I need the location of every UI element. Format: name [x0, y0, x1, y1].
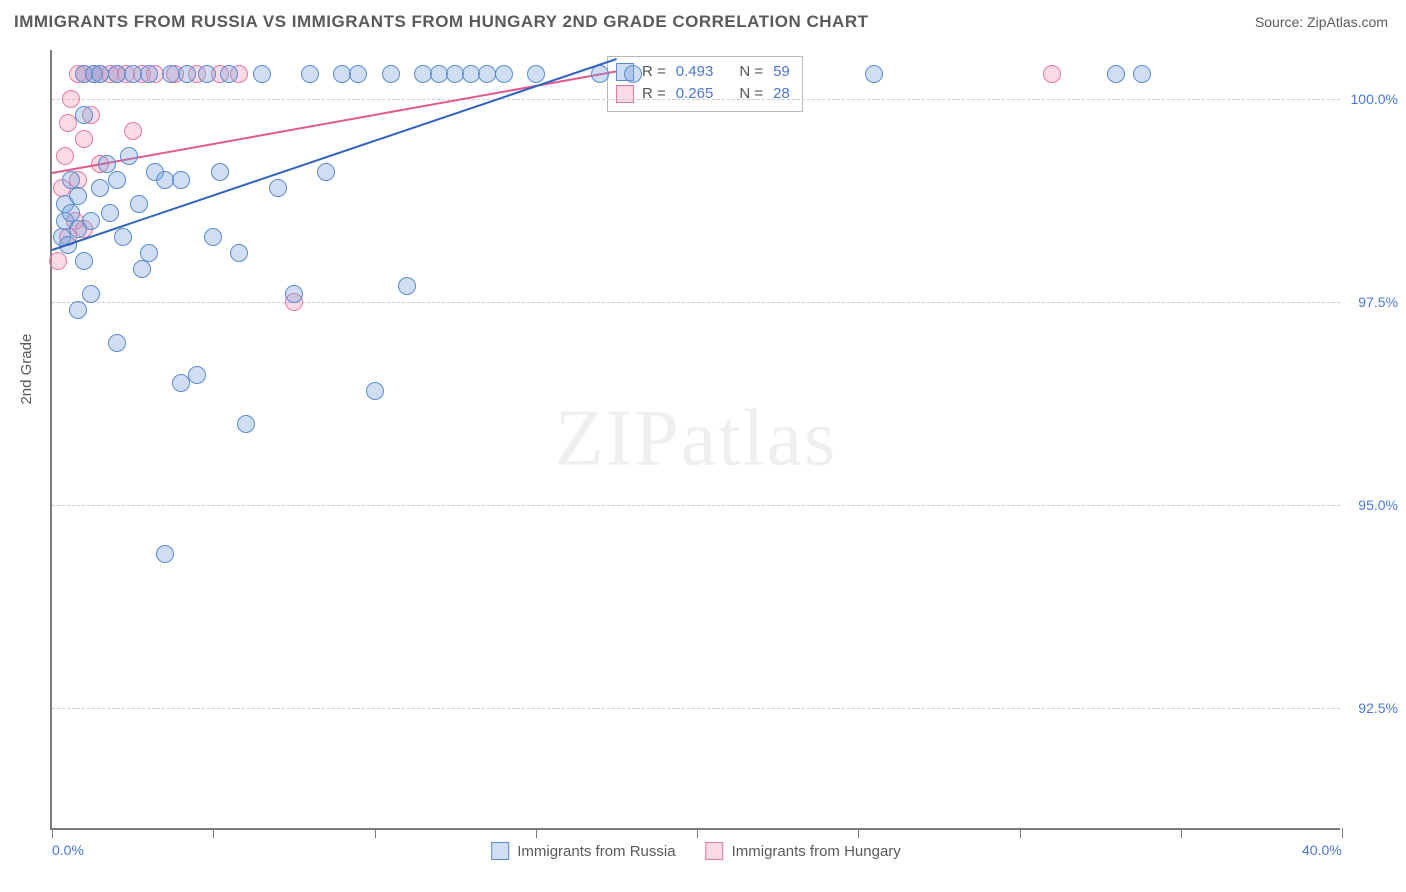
- data-point: [140, 244, 158, 262]
- data-point: [56, 147, 74, 165]
- y-tick-label: 97.5%: [1358, 294, 1398, 310]
- x-axis-label: 40.0%: [1302, 842, 1342, 858]
- data-point: [75, 106, 93, 124]
- data-point: [230, 244, 248, 262]
- watermark: ZIPatlas: [555, 394, 838, 485]
- swatch-hungary-icon: [706, 842, 724, 860]
- data-point: [495, 65, 513, 83]
- data-point: [172, 171, 190, 189]
- data-point: [1043, 65, 1061, 83]
- data-point: [82, 212, 100, 230]
- data-point: [1107, 65, 1125, 83]
- gridline: [52, 708, 1340, 709]
- data-point: [156, 545, 174, 563]
- gridline: [52, 302, 1340, 303]
- data-point: [130, 195, 148, 213]
- data-point: [382, 65, 400, 83]
- data-point: [237, 415, 255, 433]
- data-point: [198, 65, 216, 83]
- data-point: [59, 114, 77, 132]
- data-point: [301, 65, 319, 83]
- data-point: [527, 65, 545, 83]
- data-point: [75, 252, 93, 270]
- legend-label: Immigrants from Russia: [517, 843, 675, 860]
- x-tick: [1342, 828, 1343, 838]
- data-point: [865, 65, 883, 83]
- y-tick-label: 95.0%: [1358, 497, 1398, 513]
- data-point: [98, 155, 116, 173]
- data-point: [114, 228, 132, 246]
- data-point: [69, 187, 87, 205]
- data-point: [140, 65, 158, 83]
- data-point: [220, 65, 238, 83]
- x-tick: [1020, 828, 1021, 838]
- legend-item-russia: Immigrants from Russia: [491, 842, 675, 860]
- data-point: [349, 65, 367, 83]
- data-point: [49, 252, 67, 270]
- x-tick: [858, 828, 859, 838]
- data-point: [75, 130, 93, 148]
- x-tick: [375, 828, 376, 838]
- x-tick: [697, 828, 698, 838]
- stats-row-russia: R =0.493 N =59: [616, 61, 790, 83]
- legend-label: Immigrants from Hungary: [732, 843, 901, 860]
- data-point: [591, 65, 609, 83]
- y-tick-label: 100.0%: [1351, 91, 1398, 107]
- data-point: [108, 171, 126, 189]
- x-tick: [52, 828, 53, 838]
- gridline: [52, 505, 1340, 506]
- data-point: [120, 147, 138, 165]
- legend: Immigrants from Russia Immigrants from H…: [491, 842, 901, 860]
- correlation-stats-box: R =0.493 N =59 R =0.265 N =28: [607, 56, 803, 112]
- source-prefix: Source:: [1255, 14, 1307, 30]
- x-tick: [1181, 828, 1182, 838]
- chart-title: IMMIGRANTS FROM RUSSIA VS IMMIGRANTS FRO…: [14, 12, 869, 32]
- scatter-plot-area: ZIPatlas R =0.493 N =59 R =0.265 N =28 I…: [50, 50, 1340, 830]
- swatch-hungary-icon: [616, 85, 634, 103]
- data-point: [124, 122, 142, 140]
- data-point: [133, 260, 151, 278]
- data-point: [285, 285, 303, 303]
- x-axis-label: 0.0%: [52, 842, 84, 858]
- stats-row-hungary: R =0.265 N =28: [616, 83, 790, 105]
- data-point: [269, 179, 287, 197]
- x-tick: [536, 828, 537, 838]
- data-point: [624, 65, 642, 83]
- data-point: [366, 382, 384, 400]
- gridline: [52, 99, 1340, 100]
- data-point: [253, 65, 271, 83]
- source-link[interactable]: ZipAtlas.com: [1307, 14, 1388, 30]
- data-point: [211, 163, 229, 181]
- data-point: [398, 277, 416, 295]
- data-point: [1133, 65, 1151, 83]
- data-point: [82, 285, 100, 303]
- data-point: [91, 179, 109, 197]
- legend-item-hungary: Immigrants from Hungary: [706, 842, 901, 860]
- swatch-russia-icon: [491, 842, 509, 860]
- x-tick: [213, 828, 214, 838]
- data-point: [188, 366, 206, 384]
- source-attribution: Source: ZipAtlas.com: [1255, 14, 1388, 30]
- data-point: [69, 301, 87, 319]
- y-tick-label: 92.5%: [1358, 700, 1398, 716]
- data-point: [317, 163, 335, 181]
- data-point: [178, 65, 196, 83]
- data-point: [108, 334, 126, 352]
- y-axis-title: 2nd Grade: [18, 334, 35, 405]
- data-point: [172, 374, 190, 392]
- data-point: [101, 204, 119, 222]
- data-point: [62, 90, 80, 108]
- data-point: [204, 228, 222, 246]
